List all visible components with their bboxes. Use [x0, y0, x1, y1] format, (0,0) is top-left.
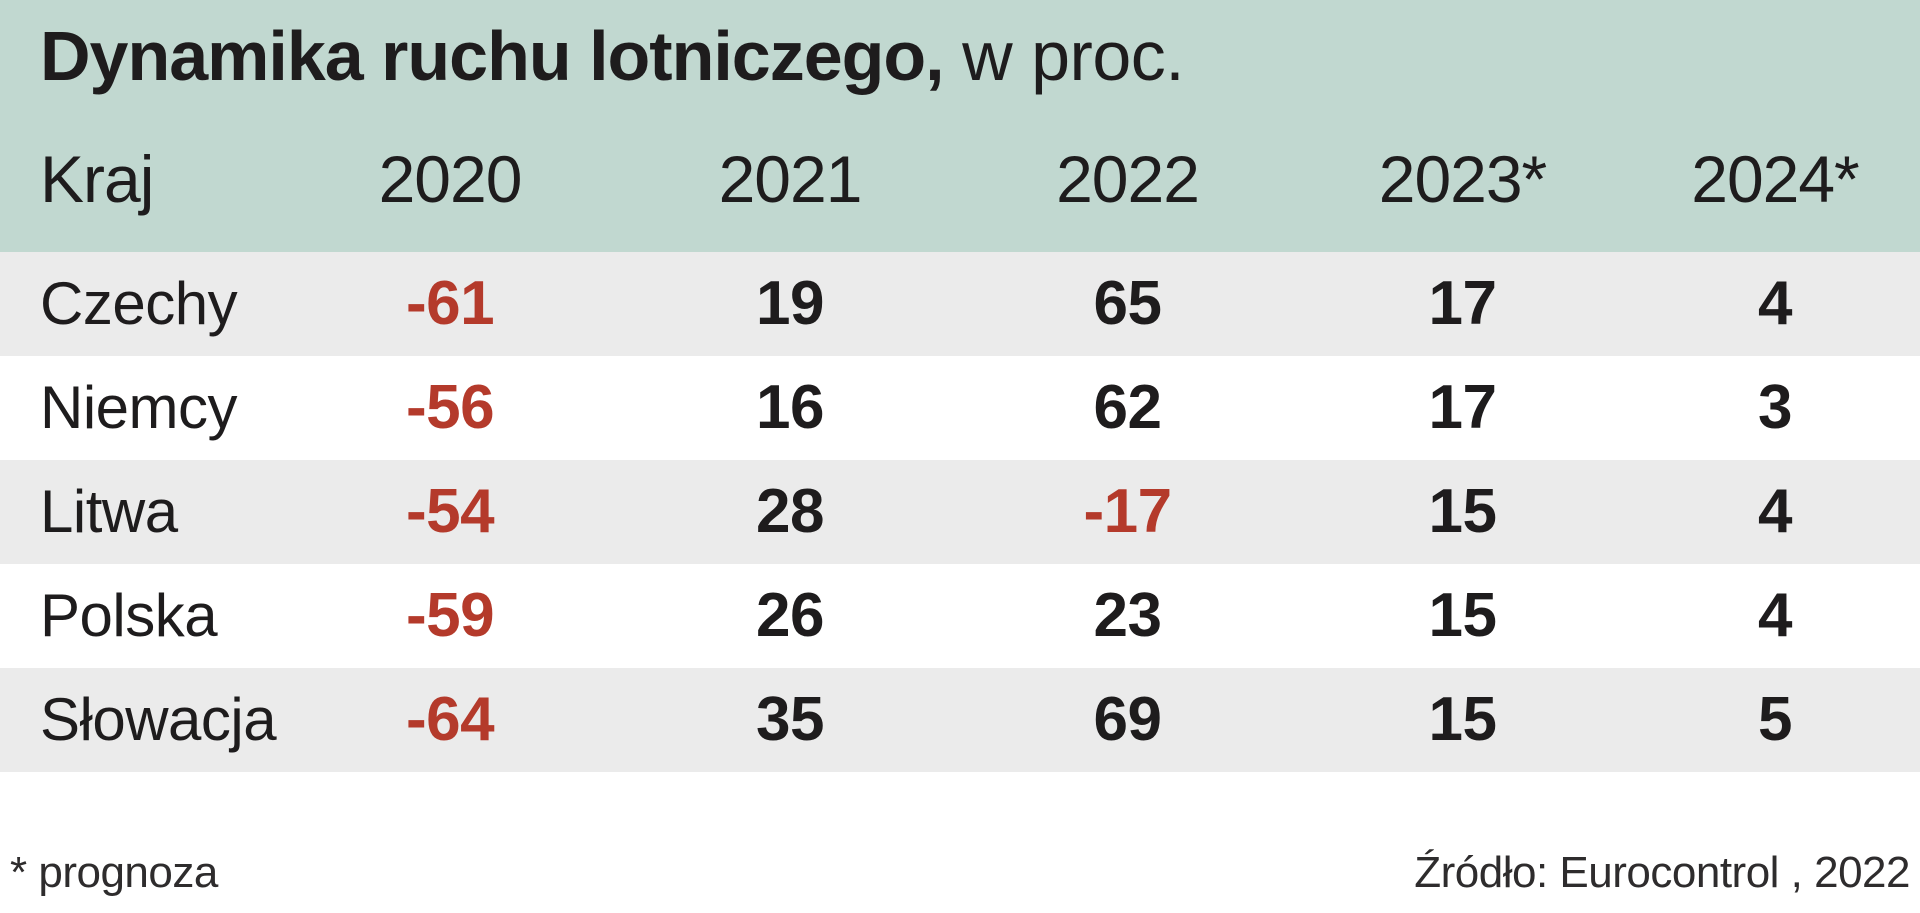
value-cell: 15 [1428, 685, 1497, 754]
value-cell: 4 [1758, 477, 1792, 546]
table-header: Dynamika ruchu lotniczego, w proc. Kraj 2… [0, 0, 1920, 252]
footnote: * prognoza [10, 848, 218, 897]
table-row: Niemcy -56 16 62 17 3 [0, 356, 1920, 460]
value-cell: -17 [1083, 477, 1172, 546]
value-cell: 17 [1428, 269, 1497, 338]
value-cell: 23 [1093, 581, 1162, 650]
table-row: Czechy -61 19 65 17 4 [0, 252, 1920, 356]
value-cell: 4 [1758, 581, 1792, 650]
value-cell: 4 [1758, 269, 1792, 338]
value-cell: 3 [1758, 373, 1792, 442]
value-cell: 15 [1428, 581, 1497, 650]
value-cell: 69 [1093, 685, 1162, 754]
value-cell: -61 [405, 269, 495, 338]
value-cell: 28 [756, 477, 824, 546]
chart-title-main: Dynamika ruchu lotniczego, [40, 17, 945, 95]
column-header-2023: 2023* [1378, 142, 1548, 216]
value-cell: 65 [1093, 269, 1162, 338]
value-cell: 62 [1093, 373, 1162, 442]
value-cell: 26 [756, 581, 824, 650]
value-cell: -59 [405, 581, 495, 650]
country-label: Niemcy [40, 374, 238, 441]
value-cell: -56 [405, 373, 495, 442]
country-label: Polska [40, 582, 218, 649]
column-header-2021: 2021 [718, 142, 863, 216]
table-body: Czechy -61 19 65 17 4 Niemcy -56 16 62 17 3 Litwa -54… [0, 252, 1920, 772]
value-cell: -54 [405, 477, 495, 546]
column-header-2020: 2020 [378, 142, 523, 216]
value-cell: 35 [756, 685, 824, 754]
column-header-kraj: Kraj [40, 142, 154, 216]
column-header-row: Kraj 2020 2021 2022 2023* 2024* [0, 146, 1920, 212]
country-label: Litwa [40, 478, 178, 545]
value-cell: 16 [756, 373, 824, 442]
value-cell: 17 [1428, 373, 1497, 442]
table-row: Litwa -54 28 -17 15 4 [0, 460, 1920, 564]
country-label: Słowacja [40, 686, 277, 753]
column-header-2024: 2024* [1691, 142, 1860, 216]
table-row: Słowacja -64 35 69 15 5 [0, 668, 1920, 772]
value-cell: 15 [1428, 477, 1497, 546]
value-cell: 19 [756, 269, 824, 338]
source-credit: Źródło: Eurocontrol , 2022 [1414, 848, 1910, 897]
table-footer: * prognoza Źródło: Eurocontrol , 2022 [0, 772, 1920, 913]
column-header-2022: 2022 [1056, 142, 1200, 216]
table-row: Polska -59 26 23 15 4 [0, 564, 1920, 668]
value-cell: -64 [405, 685, 495, 754]
chart-title-unit: w proc. [962, 17, 1185, 95]
country-label: Czechy [40, 270, 238, 337]
chart-title: Dynamika ruchu lotniczego, w proc. [0, 0, 1920, 95]
value-cell: 5 [1758, 685, 1792, 754]
